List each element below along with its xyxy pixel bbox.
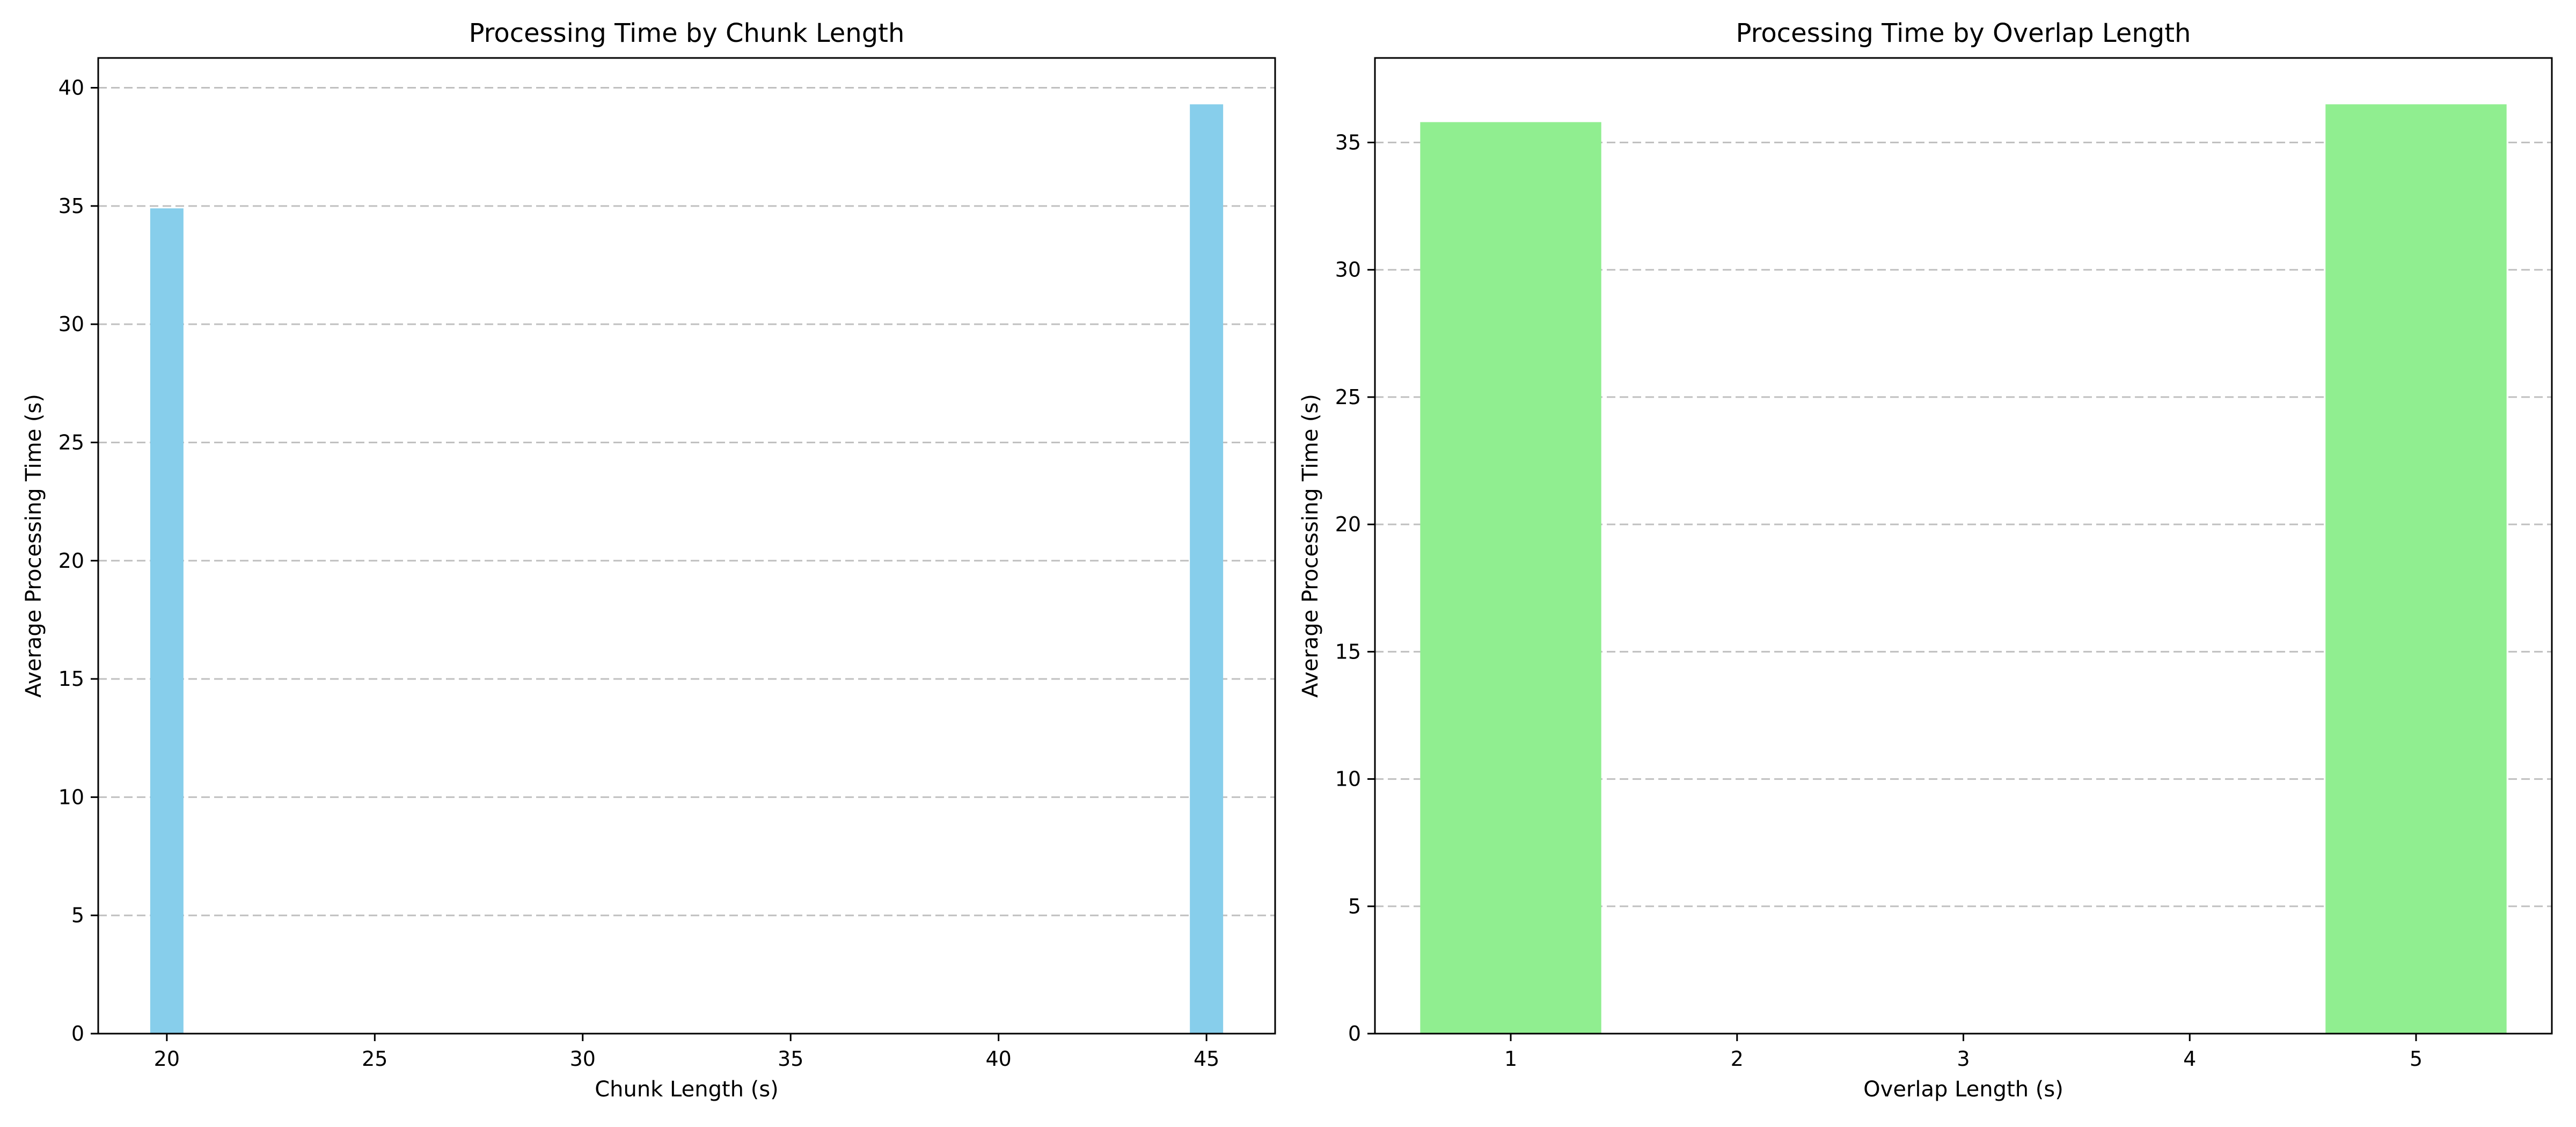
bar (1190, 104, 1224, 1034)
chart-overlap-length: 0 5 10 15 20 25 30 35 1 2 3 4 5 Processing Time by O… (1298, 18, 2553, 1102)
y-axis-label: Average Processing Time (s) (21, 394, 46, 698)
grid-lines (98, 87, 1275, 917)
x-tick-label: 40 (986, 1047, 1012, 1071)
x-tick-label: 2 (1731, 1047, 1744, 1071)
y-tick-label: 35 (58, 194, 84, 218)
chart-title: Processing Time by Chunk Length (469, 18, 905, 48)
x-tick-label: 1 (1504, 1047, 1517, 1071)
x-tick-label: 4 (2183, 1047, 2196, 1071)
x-tick-label: 25 (362, 1047, 387, 1071)
y-tick-label: 10 (58, 785, 84, 809)
bars (150, 104, 1224, 1034)
chart-title: Processing Time by Overlap Length (1736, 18, 2191, 48)
x-tick-label: 35 (778, 1047, 803, 1071)
y-tick-label: 30 (58, 312, 84, 336)
x-axis-label: Overlap Length (s) (1863, 1077, 2063, 1102)
x-tick-label: 45 (1194, 1047, 1219, 1071)
x-tick-label: 3 (1957, 1047, 1970, 1071)
y-tick-label: 30 (1335, 258, 1361, 282)
bars (1420, 104, 2507, 1034)
y-tick-label: 40 (58, 76, 84, 100)
bar (2325, 104, 2507, 1034)
plot-frame (97, 57, 1276, 1035)
ticks: 0 5 10 15 20 25 30 35 1 2 3 4 5 (1335, 131, 2423, 1071)
y-tick-label: 15 (1335, 640, 1361, 663)
bar (150, 208, 184, 1034)
y-tick-label: 5 (71, 904, 84, 927)
x-axis-label: Chunk Length (s) (595, 1077, 779, 1102)
ticks: 0 5 10 15 20 25 30 35 40 20 25 30 35 40 45 (58, 76, 1220, 1071)
y-tick-label: 35 (1335, 131, 1361, 155)
y-tick-label: 25 (58, 430, 84, 454)
y-tick-label: 0 (71, 1022, 84, 1045)
x-tick-label: 20 (154, 1047, 180, 1071)
x-tick-label: 5 (2410, 1047, 2423, 1071)
y-tick-label: 10 (1335, 767, 1361, 791)
y-tick-label: 25 (1335, 385, 1361, 409)
bar (1420, 122, 1601, 1034)
chart-chunk-length: 0 5 10 15 20 25 30 35 40 20 25 30 35 40 45 Processing … (21, 18, 1276, 1102)
y-tick-label: 20 (1335, 513, 1361, 536)
y-tick-label: 5 (1348, 895, 1361, 918)
y-tick-label: 0 (1348, 1022, 1361, 1045)
y-tick-label: 15 (58, 667, 84, 691)
x-tick-label: 30 (570, 1047, 596, 1071)
y-tick-label: 20 (58, 549, 84, 573)
y-axis-label: Average Processing Time (s) (1298, 394, 1323, 698)
